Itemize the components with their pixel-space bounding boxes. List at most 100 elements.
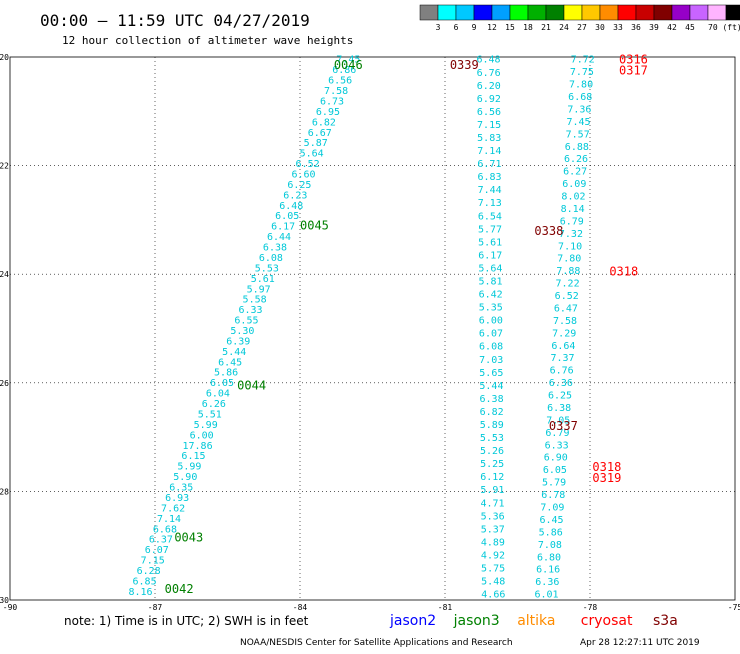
wave-height-label: 6.00 xyxy=(190,430,214,441)
wave-height-label: 6.33 xyxy=(545,440,569,451)
wave-height-label: 6.48 xyxy=(476,55,500,66)
wave-height-label: 5.30 xyxy=(230,326,254,337)
colorbar-swatch xyxy=(653,4,673,21)
colorbar-label: 3 xyxy=(436,23,441,32)
pass-label: 0044 xyxy=(237,379,266,393)
wave-height-label: 6.48 xyxy=(279,201,303,212)
wave-height-label: 6.38 xyxy=(547,403,571,414)
colorbar-swatch xyxy=(437,4,457,21)
wave-height-label: 6.26 xyxy=(564,154,588,165)
x-tick-label: -78 xyxy=(583,603,598,612)
wave-height-label: 5.44 xyxy=(222,347,246,358)
wave-height-label: 5.25 xyxy=(480,459,504,470)
wave-height-label: 6.27 xyxy=(563,167,587,178)
plot-grid xyxy=(9,56,736,601)
wave-height-label: 6.79 xyxy=(545,428,569,439)
colorbar-swatch xyxy=(419,4,439,21)
colorbar-legend: 3 6 9 12 15 18 21 24 27 30 33 36 39 42 45 70 (ft) xyxy=(419,4,740,32)
pass-label: 0045 xyxy=(300,218,329,232)
wave-height-label: 6.85 xyxy=(133,576,157,587)
colorbar-swatch xyxy=(581,4,601,21)
pass-label: 0337 xyxy=(549,419,578,433)
y-tick-label: -24 xyxy=(0,270,9,279)
wave-height-label: 5.77 xyxy=(478,224,502,235)
wave-height-label: 7.58 xyxy=(324,86,348,97)
wave-height-label: 6.05 xyxy=(275,211,299,222)
wave-height-label: 5.64 xyxy=(300,149,324,160)
wave-height-label: 5.89 xyxy=(480,420,504,431)
wave-height-label: 6.60 xyxy=(291,169,315,180)
x-tick-label: -87 xyxy=(148,603,163,612)
colorbar-label: 70 (ft) xyxy=(708,23,740,32)
wave-height-label: 6.12 xyxy=(480,472,504,483)
pass-label: 0317 xyxy=(619,64,648,78)
pass-label: 0046 xyxy=(334,58,363,72)
wave-height-label: 6.09 xyxy=(562,179,586,190)
wave-height-label: 6.42 xyxy=(479,290,503,301)
wave-height-label: 5.87 xyxy=(304,138,328,149)
colorbar-swatch xyxy=(473,4,493,21)
colorbar-label: 21 xyxy=(541,23,551,32)
colorbar-label: 45 xyxy=(685,23,695,32)
wave-height-label: 5.48 xyxy=(481,577,505,588)
colorbar-swatch xyxy=(635,4,655,21)
wave-height-label: 6.39 xyxy=(226,336,250,347)
pass-label: 0316 xyxy=(619,53,648,67)
wave-height-label: 5.35 xyxy=(479,303,503,314)
footer-note: note: 1) Time is in UTC; 2) SWH is in fe… xyxy=(64,614,309,628)
wave-height-label: 6.80 xyxy=(537,552,561,563)
colorbar-label: 6 xyxy=(454,23,459,32)
wave-height-label: 4.71 xyxy=(480,498,504,509)
wave-height-label: 6.01 xyxy=(534,590,558,601)
colorbar-swatch xyxy=(509,4,529,21)
colorbar-swatch xyxy=(671,4,691,21)
y-tick-label: -20 xyxy=(0,53,9,62)
y-tick-label: -26 xyxy=(0,379,9,388)
pass-label: 0319 xyxy=(592,471,621,485)
wave-height-label: 7.05 xyxy=(546,415,570,426)
wave-height-label: 6.52 xyxy=(555,291,579,302)
wave-height-label: 7.45 xyxy=(566,117,590,128)
wave-height-label: 5.64 xyxy=(478,263,502,274)
wave-height-label: 6.55 xyxy=(234,316,258,327)
wave-height-label: 5.91 xyxy=(480,485,504,496)
wave-height-label: 5.44 xyxy=(479,381,503,392)
wave-height-label: 6.36 xyxy=(535,577,559,588)
wave-height-label: 8.16 xyxy=(128,587,152,598)
wave-height-label: 5.61 xyxy=(478,237,502,248)
wave-height-label: 6.56 xyxy=(328,76,352,87)
chart-subtitle: 12 hour collection of altimeter wave hei… xyxy=(62,34,353,47)
wave-height-label: 5.58 xyxy=(243,295,267,306)
x-tick-label: -84 xyxy=(293,603,308,612)
wave-height-label: 7.72 xyxy=(571,55,595,66)
wave-height-label: 5.37 xyxy=(481,524,505,535)
wave-height-label: 6.88 xyxy=(565,142,589,153)
colorbar-label: 33 xyxy=(613,23,623,32)
wave-height-label: 7.75 xyxy=(570,67,594,78)
colorbar-label: 12 xyxy=(487,23,497,32)
axis-ticks: -90 -87 -84 -81 -78 -75 -20 -22 -24 -26 -28 -30 xyxy=(0,53,740,612)
wave-height-label: 7.57 xyxy=(566,129,590,140)
wave-height-label: 7.45 xyxy=(336,55,360,66)
wave-height-label: 7.36 xyxy=(567,104,591,115)
wave-height-label: 7.80 xyxy=(557,254,581,265)
wave-height-label: 6.54 xyxy=(478,211,502,222)
y-tick-label: -28 xyxy=(0,487,9,496)
wave-height-label: 6.86 xyxy=(332,65,356,76)
colorbar-label: 24 xyxy=(559,23,569,32)
wave-height-label: 6.76 xyxy=(477,68,501,79)
wave-height-label: 5.83 xyxy=(477,133,501,144)
wave-height-label: 6.92 xyxy=(477,94,501,105)
wave-height-label: 7.22 xyxy=(556,279,580,290)
wave-height-label: 6.64 xyxy=(551,341,575,352)
wave-height-label: 8.14 xyxy=(561,204,585,215)
colorbar-swatch xyxy=(689,4,709,21)
wave-height-label: 6.78 xyxy=(541,490,565,501)
wave-height-label: 6.83 xyxy=(478,172,502,183)
wave-height-label: 8.02 xyxy=(561,192,585,203)
wave-height-label: 6.08 xyxy=(259,253,283,264)
colorbar-label: 9 xyxy=(472,23,477,32)
colorbar-swatch xyxy=(545,4,565,21)
wave-height-label: 5.26 xyxy=(480,446,504,457)
wave-height-label: 6.08 xyxy=(479,342,503,353)
